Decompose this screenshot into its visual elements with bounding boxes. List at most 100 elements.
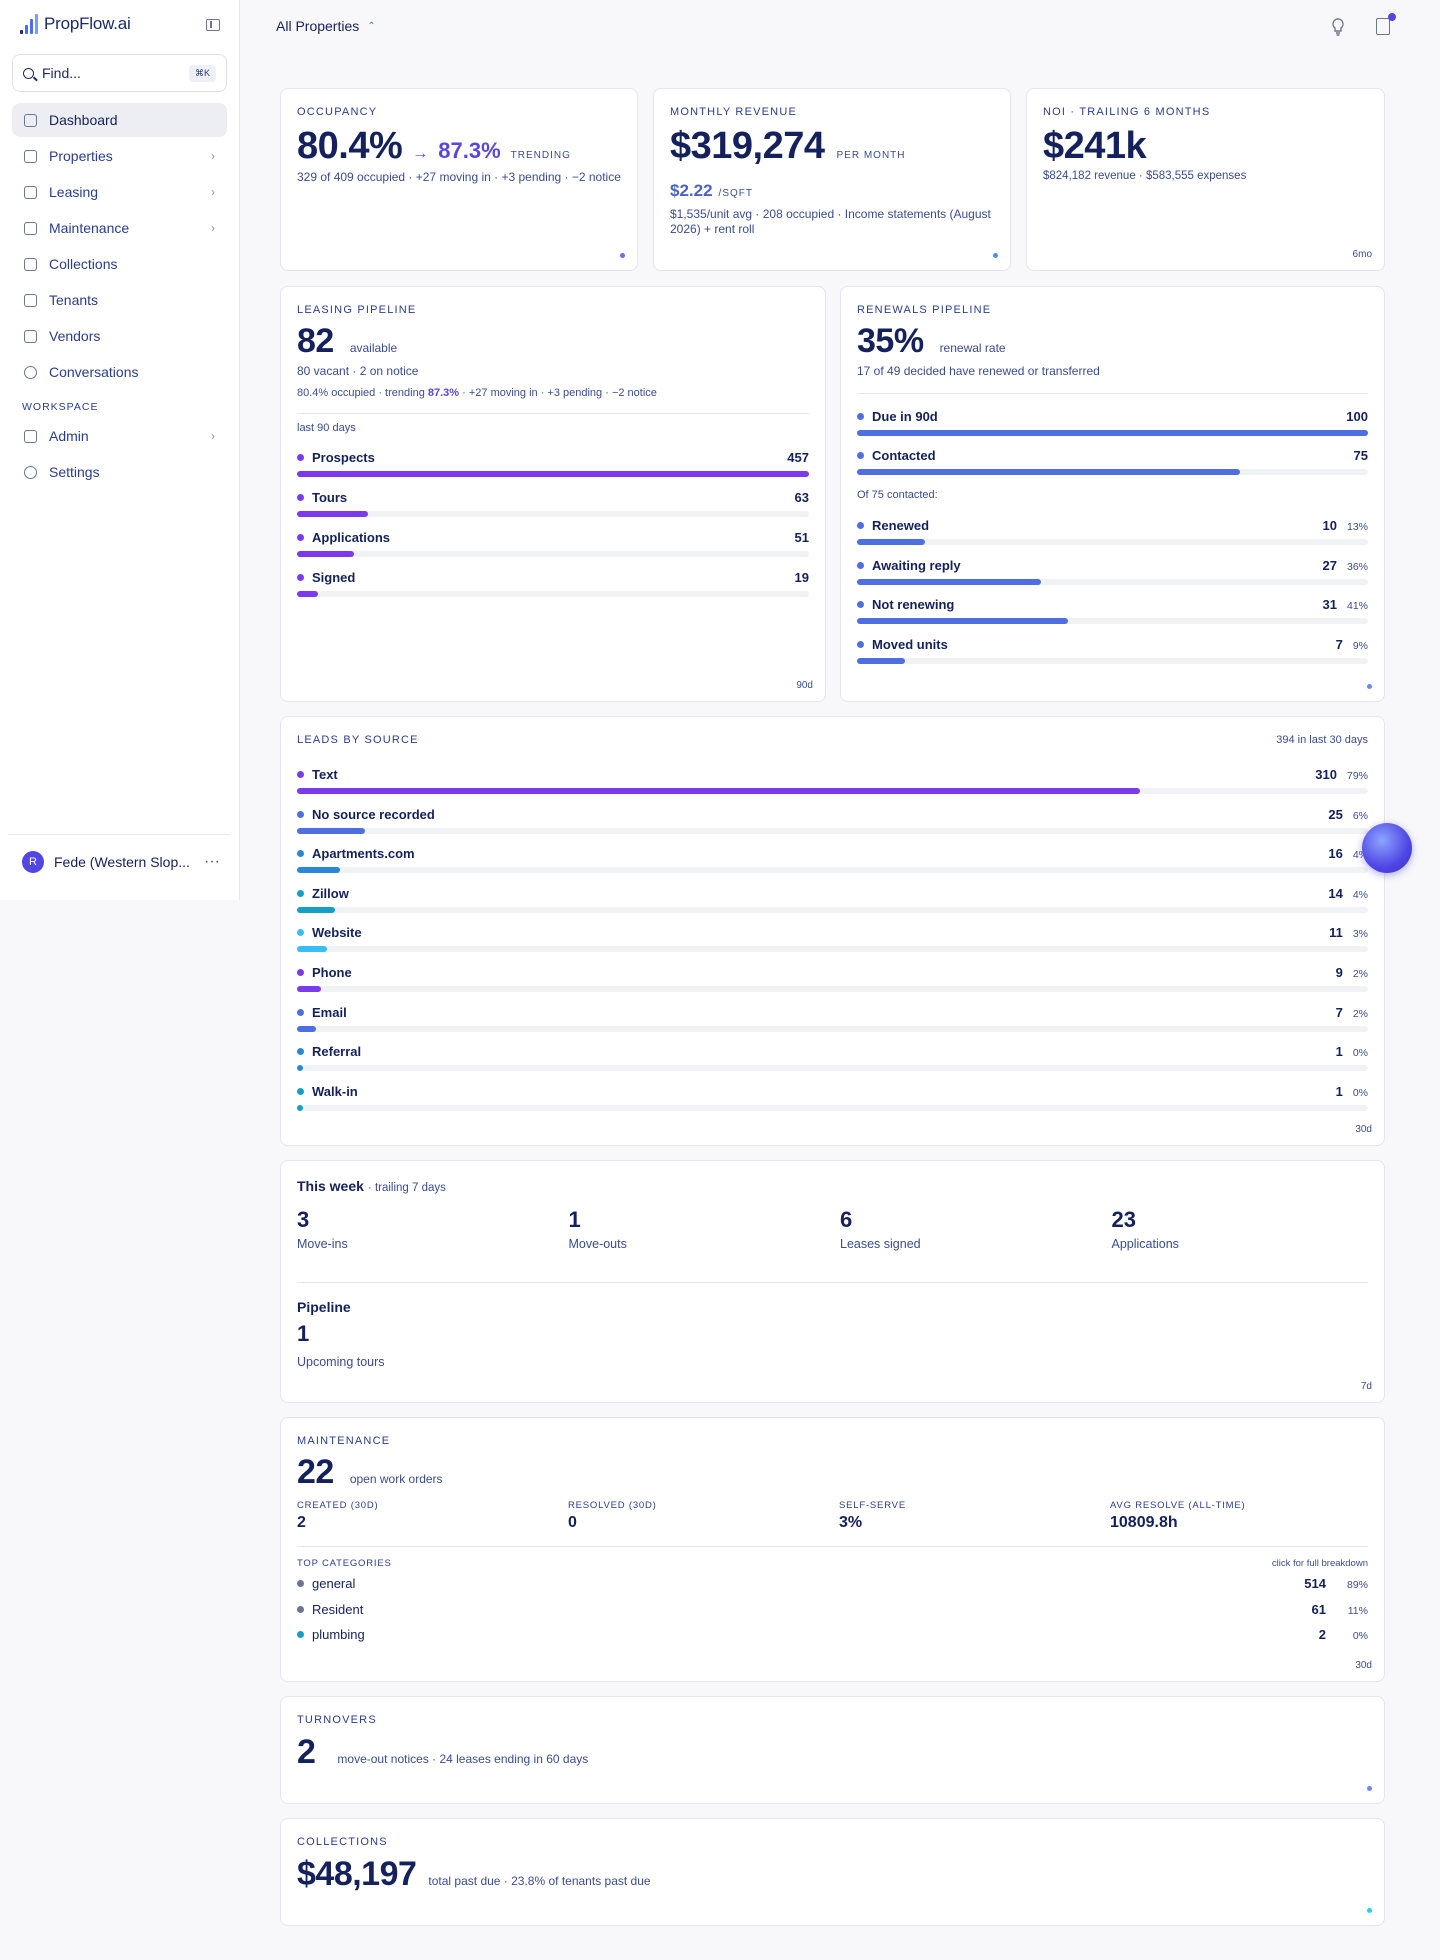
bar-row-prospects[interactable]: Prospects 457 [297, 450, 809, 480]
chevron-right-icon[interactable]: › [211, 149, 215, 163]
legend-dot [297, 1048, 304, 1056]
legend-dot [297, 454, 304, 461]
sidebar-item-label: Properties [49, 148, 113, 164]
legend-dot [297, 850, 304, 858]
bar-value-text: 1 [1335, 1044, 1343, 1060]
leasing-pipeline-card[interactable]: LEASING PIPELINE 82 available 80 vacant … [280, 286, 826, 702]
bar-label-text: Contacted [872, 448, 936, 463]
sidebar-item-conversations[interactable]: Conversations [12, 355, 227, 389]
bar-track [857, 578, 1368, 585]
bar-label-text: Apartments.com [312, 846, 415, 862]
bar-fill [297, 511, 368, 517]
bar-label-text: Awaiting reply [872, 557, 961, 573]
this-week-card[interactable]: This week · trailing 7 days 3 Move-ins 1 Mo… [280, 1160, 1385, 1403]
category-label: plumbing [297, 1627, 1368, 1642]
category-row-resident[interactable]: Resident 61 11% [297, 1602, 1368, 1622]
bar-value: 100 [1346, 409, 1368, 424]
bar-row-email[interactable]: Email 7 2% [297, 1005, 1368, 1035]
user-menu[interactable]: R Fede (Western Slop... ··· [8, 834, 230, 873]
bar-value-text: 11 [1329, 925, 1343, 941]
arrow-right-icon: → [412, 145, 429, 162]
noi-card[interactable]: NOI · TRAILING 6 MONTHS $241k $824,182 r… [1026, 88, 1385, 271]
bar-row-phone[interactable]: Phone 9 2% [297, 965, 1368, 995]
metric-resolved-30d: RESOLVED (30D) 0 [568, 1500, 657, 1532]
bar-row-not-renewing[interactable]: Not renewing 31 41% [857, 597, 1368, 627]
category-row-plumbing[interactable]: plumbing 2 0% [297, 1627, 1368, 1647]
property-selector[interactable]: All Properties ⌃ [276, 18, 376, 34]
bar-row-awaiting-reply[interactable]: Awaiting reply 27 36% [857, 558, 1368, 588]
turnovers-card[interactable]: TURNOVERS 2 move-out notices · 24 leases… [280, 1696, 1385, 1804]
revenue-card[interactable]: MONTHLY REVENUE $319,274 PER MONTH $2.22… [653, 88, 1011, 271]
logo[interactable]: PropFlow.ai [20, 14, 131, 34]
bar-percent: 2% [1352, 968, 1368, 980]
bar-row-contacted[interactable]: Contacted 75 [857, 448, 1368, 478]
bar-track [297, 788, 1368, 794]
bar-fill [857, 578, 1041, 585]
collections-value: $48,197 [297, 1855, 417, 1893]
bar-row-walk-in[interactable]: Walk-in 1 0% [297, 1084, 1368, 1114]
bar-percent: 3% [1352, 928, 1368, 941]
sidebar-toggle-icon[interactable] [206, 19, 220, 31]
bar-row-zillow[interactable]: Zillow 14 4% [297, 886, 1368, 916]
property-selector-label: All Properties [276, 18, 360, 34]
bar-row-tours[interactable]: Tours 63 [297, 490, 809, 520]
search-box[interactable]: ⌘K [12, 54, 227, 92]
breakdown-link[interactable]: click for full breakdown [1271, 1558, 1368, 1569]
renewals-pipeline-card[interactable]: RENEWALS PIPELINE 35% renewal rate 17 of… [840, 286, 1385, 702]
metric-value: 3% [839, 1514, 863, 1531]
sidebar-item-tenants[interactable]: Tenants [12, 283, 227, 317]
bar-row-website[interactable]: Website 11 3% [297, 925, 1368, 955]
bar-row-text[interactable]: Text 310 79% [297, 767, 1368, 797]
category-row-general[interactable]: general 514 89% [297, 1576, 1368, 1596]
bar-row-signed[interactable]: Signed 19 [297, 570, 809, 600]
chevron-right-icon[interactable]: › [211, 429, 215, 443]
chevron-right-icon[interactable]: › [211, 221, 215, 235]
leads-by-source-card[interactable]: LEADS BY SOURCE 394 in last 30 days Text… [280, 716, 1385, 1146]
bar-value: 31 41% [1323, 597, 1368, 612]
bar-label-text: Moved units [872, 636, 948, 652]
bar-row-due-in-90d[interactable]: Due in 90d 100 [857, 409, 1368, 439]
bar-label: Contacted [857, 448, 1368, 463]
legend-dot [297, 969, 304, 976]
bar-value: 14 4% [1328, 886, 1368, 901]
sidebar-item-vendors[interactable]: Vendors [12, 319, 227, 353]
bar-row-referral[interactable]: Referral 1 0% [297, 1044, 1368, 1074]
sidebar-item-settings[interactable]: Settings [12, 455, 227, 489]
bar-row-apartments-com[interactable]: Apartments.com 16 4% [297, 846, 1368, 876]
bar-row-no-source-recorded[interactable]: No source recorded 25 6% [297, 807, 1368, 837]
sidebar-item-leasing[interactable]: Leasing › [12, 175, 227, 209]
document-icon[interactable] [1376, 13, 1396, 35]
bar-value: 25 6% [1328, 807, 1368, 822]
assistant-bubble-icon[interactable] [1362, 823, 1412, 873]
bar-percent: 6% [1352, 809, 1368, 822]
bar-label-text: Not renewing [872, 597, 955, 612]
sidebar-item-maintenance[interactable]: Maintenance › [12, 211, 227, 245]
search-input[interactable] [42, 65, 172, 81]
category-label-text: plumbing [312, 1627, 365, 1642]
bar-percent: 9% [1352, 639, 1368, 652]
metric-label: AVG RESOLVE (ALL-TIME) [1110, 1500, 1246, 1511]
sidebar-item-collections[interactable]: Collections [12, 247, 227, 281]
turnovers-value: 2 [297, 1733, 316, 1771]
maintenance-card[interactable]: MAINTENANCE 22 open work orders CREATED … [280, 1417, 1385, 1682]
occupancy-card[interactable]: OCCUPANCY 80.4% → 87.3% TRENDING 329 of … [280, 88, 638, 271]
divider [857, 393, 1368, 394]
sidebar-item-admin[interactable]: Admin › [12, 419, 227, 453]
chevron-right-icon[interactable]: › [211, 185, 215, 199]
bar-row-renewed[interactable]: Renewed 10 13% [857, 518, 1368, 548]
lightbulb-icon[interactable] [1331, 18, 1345, 36]
stat-label: Move-outs [568, 1237, 627, 1251]
bar-row-moved-units[interactable]: Moved units 7 9% [857, 637, 1368, 667]
sidebar-item-properties[interactable]: Properties › [12, 139, 227, 173]
sidebar-item-dashboard[interactable]: Dashboard [12, 103, 227, 137]
bar-label: Email [297, 1005, 1368, 1020]
bar-fill [297, 1065, 304, 1072]
bar-fill [297, 906, 336, 913]
maintenance-tag: open work orders [349, 1472, 443, 1486]
revenue-value: $319,274 [670, 125, 825, 167]
more-icon[interactable]: ··· [204, 853, 220, 870]
category-value: 514 89% [1304, 1576, 1368, 1591]
bar-row-applications[interactable]: Applications 51 [297, 530, 809, 560]
collections-card[interactable]: COLLECTIONS $48,197 total past due · 23.… [280, 1818, 1385, 1926]
bar-value-text: 31 [1322, 597, 1337, 612]
